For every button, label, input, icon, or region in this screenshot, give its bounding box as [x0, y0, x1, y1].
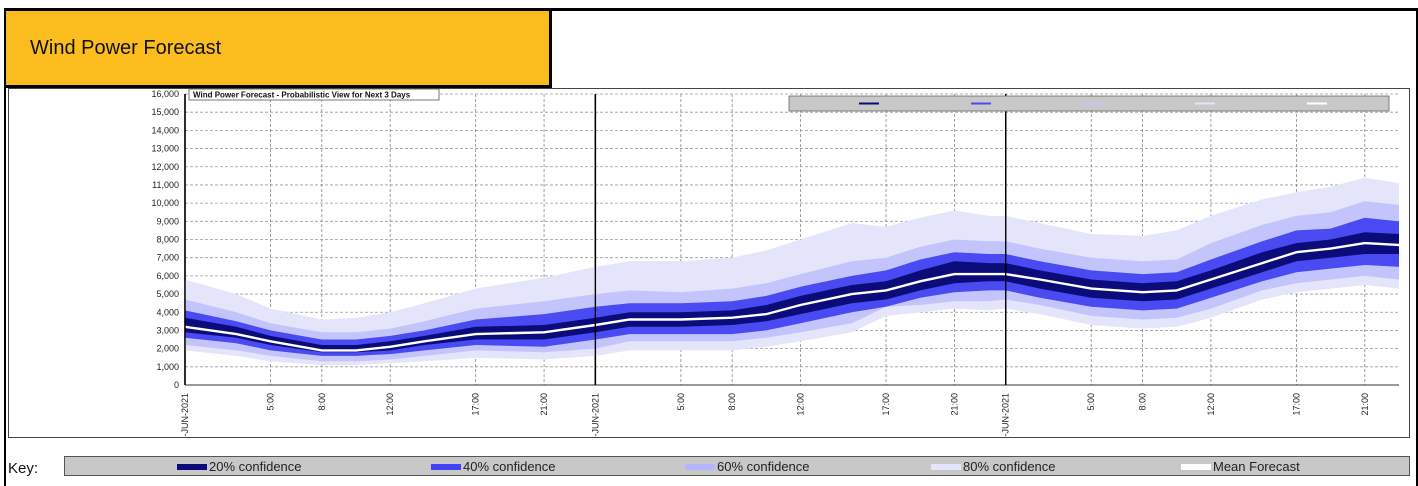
key-item: 60% confidence [685, 459, 810, 474]
x-tick-label: 5:00 [676, 393, 686, 411]
key-item-label: 20% confidence [209, 459, 302, 474]
x-tick-label: 10-JUN-2021 [1001, 393, 1011, 437]
key-item: 20% confidence [177, 459, 302, 474]
forecast-chart: 0 1,000 2,000 3,000 4,000 5,000 6,000 7,000 8,00… [8, 88, 1410, 438]
x-tick-label: 21:00 [1360, 393, 1370, 416]
x-tick-label: 08-JUN-2021 [180, 393, 190, 437]
key-swatch [431, 463, 461, 470]
chart-title-box [188, 89, 440, 101]
x-tick-label: 12:00 [385, 393, 395, 416]
key-bar: 20% confidence 40% confidence 60% confiden… [64, 456, 1410, 476]
key-swatch [931, 463, 961, 470]
key-item: 80% confidence [931, 459, 1056, 474]
key-row: Key: 20% confidence 40% confidence 60% con… [4, 452, 1418, 486]
y-tick-label: 13,000 [151, 144, 179, 154]
key-item-label: 60% confidence [717, 459, 810, 474]
y-tick-label: 3,000 [156, 325, 179, 335]
y-tick-label: 9,000 [156, 216, 179, 226]
y-tick-label: 0 [174, 380, 179, 390]
x-tick-label: 17:00 [1291, 393, 1301, 416]
y-tick-label: 16,000 [151, 89, 179, 99]
x-tick-label: 12:00 [796, 393, 806, 416]
y-tick-label: 8,000 [156, 235, 179, 245]
y-tick-label: 15,000 [151, 107, 179, 117]
x-tick-label: 8:00 [317, 393, 327, 411]
key-swatch [177, 463, 207, 470]
x-tick-label: 5:00 [265, 393, 275, 411]
x-tick-label: 8:00 [1138, 393, 1148, 411]
x-tick-label: 21:00 [949, 393, 959, 416]
x-tick-label: 17:00 [881, 393, 891, 416]
key-label: Key: [8, 460, 39, 477]
key-item: Mean Forecast [1181, 459, 1300, 474]
title-tab: Wind Power Forecast [4, 8, 552, 88]
chart-title: Wind Power Forecast - Probabilistic View… [193, 91, 411, 100]
header-blank [552, 8, 1418, 88]
key-item-label: 40% confidence [463, 459, 556, 474]
x-tick-label: 17:00 [471, 393, 481, 416]
y-tick-label: 14,000 [151, 125, 179, 135]
y-tick-label: 5,000 [156, 289, 179, 299]
forecast-chart-svg: 0 1,000 2,000 3,000 4,000 5,000 6,000 7,000 8,00… [151, 89, 1400, 437]
key-item-label: Mean Forecast [1213, 459, 1300, 474]
y-tick-label: 11,000 [152, 180, 179, 190]
y-tick-label: 10,000 [151, 198, 179, 208]
band-40-confidence [185, 217, 1399, 356]
y-tick-label: 2,000 [156, 344, 179, 354]
mean-forecast-line [184, 241, 1400, 352]
x-tick-label: 8:00 [727, 393, 737, 411]
x-tick-label: 21:00 [539, 393, 549, 416]
key-swatch [1181, 463, 1211, 470]
x-tick-label: 09-JUN-2021 [590, 393, 600, 437]
x-tick-label: 12:00 [1206, 393, 1216, 416]
y-tick-label: 6,000 [156, 271, 179, 281]
y-tick-label: 1,000 [156, 362, 179, 372]
y-tick-label: 12,000 [151, 162, 179, 172]
y-tick-label: 4,000 [156, 307, 179, 317]
key-item-label: 80% confidence [963, 459, 1056, 474]
x-tick-label: 5:00 [1086, 393, 1096, 411]
page-title: Wind Power Forecast [30, 37, 222, 59]
y-tick-label: 7,000 [156, 253, 179, 263]
key-item: 40% confidence [431, 459, 556, 474]
key-swatch [685, 463, 715, 470]
